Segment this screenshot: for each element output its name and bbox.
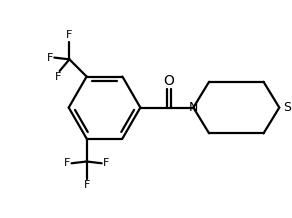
- Text: F: F: [66, 31, 73, 41]
- Text: S: S: [283, 101, 291, 114]
- Text: F: F: [64, 158, 70, 168]
- Text: N: N: [189, 101, 198, 114]
- Text: F: F: [55, 72, 62, 82]
- Text: O: O: [164, 73, 174, 87]
- Text: F: F: [103, 158, 109, 168]
- Text: F: F: [47, 53, 53, 63]
- Text: F: F: [84, 181, 90, 190]
